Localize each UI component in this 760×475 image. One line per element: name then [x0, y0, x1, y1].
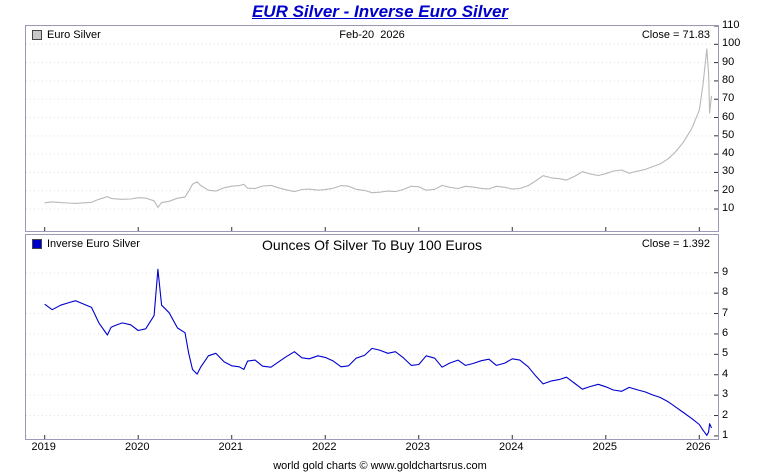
y-tick-label: 80: [722, 73, 735, 86]
euro-silver-plot: [26, 26, 718, 231]
inverse-euro-silver-panel: Inverse Euro Silver Ounces Of Silver To …: [25, 234, 719, 440]
y-tick-label: 40: [722, 147, 735, 160]
y-tick-label: 70: [722, 92, 735, 105]
y-tick-label: 10: [722, 202, 735, 215]
inverse-euro-silver-y-axis: 1 2 3 4 5 6 7 8 9: [722, 234, 760, 441]
y-tick-label: 3: [722, 388, 729, 401]
y-tick-label: 4: [722, 367, 729, 380]
x-tick-label: 2019: [31, 441, 56, 453]
x-tick-label: 2026: [686, 441, 711, 453]
x-tick-label: 2020: [124, 441, 150, 453]
euro-silver-y-axis: 10 20 30 40 50 60 70 80 90 100 110: [722, 19, 760, 230]
y-tick-label: 1: [722, 428, 729, 441]
x-tick-label: 2025: [592, 441, 618, 453]
y-tick-label: 50: [722, 128, 735, 141]
y-tick-label: 30: [722, 165, 735, 178]
y-tick-label: 20: [722, 183, 735, 196]
y-tick-label: 8: [722, 286, 729, 299]
y-tick-label: 60: [722, 110, 735, 123]
x-tick-label: 2021: [218, 441, 243, 453]
x-tick-label: 2022: [311, 441, 337, 453]
inverse-euro-silver-plot: [26, 268, 718, 439]
euro-silver-panel: Euro Silver Feb-20 2026 Close = 71.83: [25, 25, 719, 232]
x-axis-years: 2019 2020 2021 2022 2023 2024 2025 2026: [25, 441, 719, 456]
y-tick-label: 90: [722, 55, 735, 68]
y-tick-label: 100: [722, 37, 741, 50]
page-title: EUR Silver - Inverse Euro Silver: [251, 2, 509, 21]
y-tick-label: 2: [722, 408, 729, 421]
y-tick-label: 6: [722, 326, 729, 339]
footer-credit: world gold charts © www.goldchartsrus.co…: [273, 460, 487, 472]
x-tick-label: 2024: [499, 441, 524, 453]
x-tick-label: 2023: [405, 441, 430, 453]
y-tick-label: 7: [722, 306, 729, 319]
y-tick-label: 5: [722, 347, 729, 360]
y-tick-label: 110: [722, 19, 740, 31]
y-tick-label: 9: [722, 265, 729, 278]
